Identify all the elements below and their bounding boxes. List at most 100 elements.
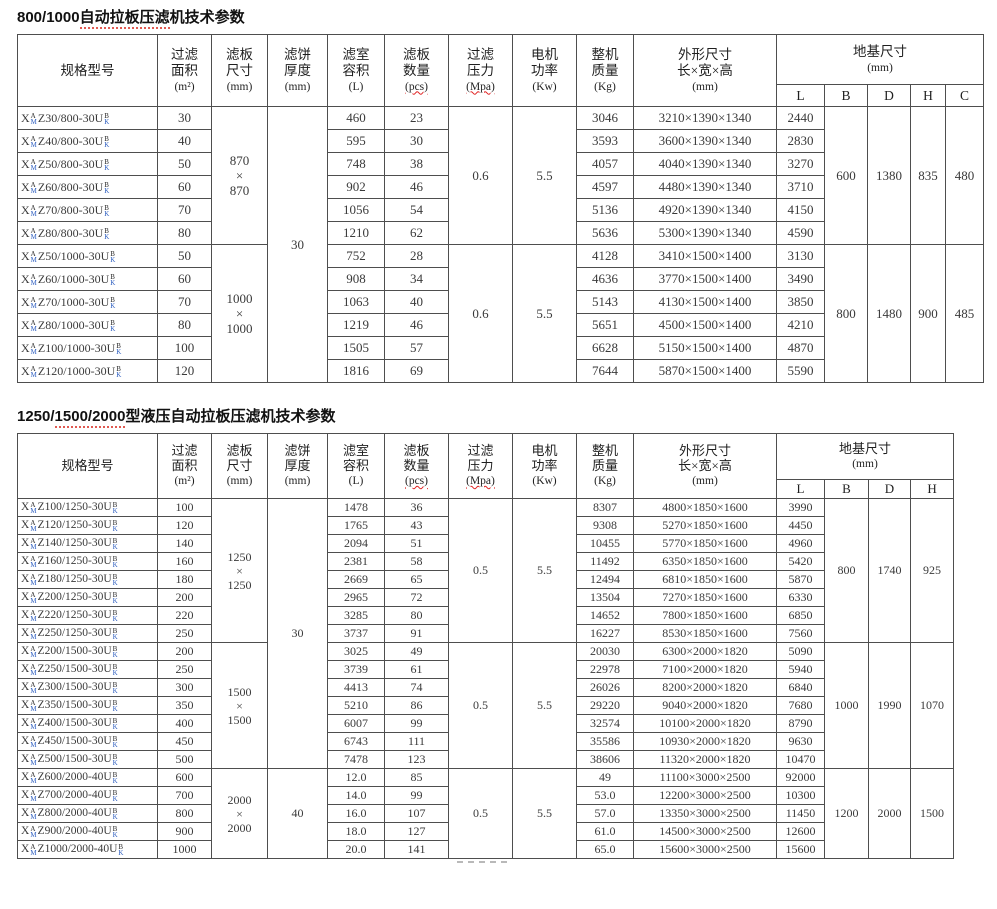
header-line: 滤室 bbox=[342, 442, 369, 458]
table-row: X A M Z450/1500-30U B K 450 6743 111 35586 10930×2… bbox=[17, 732, 954, 751]
table-row: X A M Z50/800-30U B K 50 748 38 4057 4040×1390×134… bbox=[17, 152, 984, 176]
header-line: 长×宽×高 bbox=[677, 62, 733, 78]
plate-size-line: × bbox=[235, 168, 244, 183]
column-header: 滤板 尺寸 (mm) bbox=[211, 34, 268, 107]
model-cell: X A M Z160/1250-30U B K bbox=[17, 552, 158, 571]
model-sup: A bbox=[30, 272, 36, 281]
column-header: 规格型号 bbox=[17, 433, 158, 499]
header-line: 容积 bbox=[342, 62, 370, 78]
foundation-l-cell: 4150 bbox=[776, 198, 825, 222]
overall-dims-cell: 11100×3000×2500 bbox=[633, 768, 777, 787]
table2-title: 1250/1500/2000型液压自动拉板压滤机技术参数 bbox=[17, 408, 997, 428]
filter-area-cell: 600 bbox=[157, 768, 212, 787]
machine-weight-cell: 57.0 bbox=[576, 804, 634, 823]
table-row: X A M Z200/1500-30U B K 200 1500 × 1500 3025 49 0.5 5… bbox=[17, 642, 955, 769]
column-header: 电机 功率 (Kw) bbox=[512, 433, 577, 499]
foundation-l-cell: 5940 bbox=[776, 660, 825, 679]
filter-area-cell: 60 bbox=[157, 267, 212, 291]
table-row: X A M Z70/800-30U B K 70 1056 54 5136 4920×1390×13… bbox=[17, 198, 984, 222]
model-sup: B bbox=[112, 536, 118, 545]
overall-dims-cell: 4480×1390×1340 bbox=[633, 175, 777, 199]
overall-dims-cell: 8530×1850×1600 bbox=[633, 624, 777, 643]
machine-weight-cell: 29220 bbox=[576, 696, 634, 715]
header-line: 整机 bbox=[591, 442, 618, 458]
header-line: 规格型号 bbox=[60, 62, 115, 78]
machine-weight-cell: 16227 bbox=[576, 624, 634, 643]
model-cell: X A M Z60/800-30U B K bbox=[17, 175, 158, 199]
model-sup: A bbox=[30, 698, 36, 707]
foundation-h-cell: 1070 bbox=[909, 642, 955, 769]
model-sub: M bbox=[30, 686, 37, 695]
model-sup: A bbox=[30, 295, 36, 304]
header-line: 过滤 bbox=[171, 46, 198, 62]
model-sup: B bbox=[112, 590, 118, 599]
foundation-b-cell: 800 bbox=[824, 498, 869, 643]
model-cell: X A M Z400/1500-30U B K bbox=[17, 714, 158, 733]
chamber-volume-cell: 748 bbox=[327, 152, 385, 176]
plate-size-line: 2000 bbox=[227, 792, 252, 807]
column-header: 外形尺寸 长×宽×高 (mm) bbox=[633, 34, 777, 107]
foundation-l-cell: 3850 bbox=[776, 290, 825, 314]
foundation-l-cell: 4590 bbox=[776, 221, 825, 245]
chamber-volume-cell: 1478 bbox=[327, 498, 385, 517]
header-line: (pcs) bbox=[405, 474, 428, 487]
header-row: 规格型号 过滤 面积 (m²) 滤板 尺寸 (mm) 滤饼 厚度 (mm) 滤室 容积 (L) 滤板 数量 (… bbox=[17, 34, 984, 107]
plate-count-cell: 54 bbox=[384, 198, 449, 222]
model-cell: X A M Z200/1500-30U B K bbox=[17, 642, 158, 661]
machine-weight-cell: 14652 bbox=[576, 606, 634, 625]
model-sup: B bbox=[110, 295, 115, 304]
foundation-subcolumn-header: B bbox=[824, 84, 868, 107]
motor-power-cell: 5.5 bbox=[512, 642, 577, 769]
model-sub: K bbox=[112, 668, 118, 677]
plate-size-line: 1250 bbox=[227, 577, 252, 592]
foundation-d-cell: 1480 bbox=[867, 244, 911, 383]
header-line: 面积 bbox=[171, 62, 198, 78]
table-body: X A M Z100/1250-30U B K 100 1250 × 1250 30 1478 36 0.… bbox=[17, 498, 955, 859]
plate-size-line: 1000 bbox=[226, 321, 253, 336]
model-sup: B bbox=[112, 662, 118, 671]
plate-count-cell: 40 bbox=[384, 290, 449, 314]
model-sup: B bbox=[104, 203, 109, 212]
header-line: 压力 bbox=[467, 458, 494, 474]
chamber-volume-cell: 18.0 bbox=[327, 822, 385, 841]
header-line: (mm) bbox=[226, 474, 253, 487]
plate-count-cell: 123 bbox=[384, 750, 449, 769]
model-sub: K bbox=[112, 740, 118, 749]
header-line: 功率 bbox=[531, 62, 558, 78]
filter-area-cell: 60 bbox=[157, 175, 212, 199]
model-sub: M bbox=[30, 812, 37, 821]
plate-count-cell: 111 bbox=[384, 732, 449, 751]
filter-area-cell: 120 bbox=[157, 359, 212, 383]
overall-dims-cell: 6300×2000×1820 bbox=[633, 642, 777, 661]
model-cell: X A M Z100/1250-30U B K bbox=[17, 498, 158, 517]
model-cell: X A M Z220/1250-30U B K bbox=[17, 606, 158, 625]
overall-dims-cell: 5870×1500×1400 bbox=[633, 359, 777, 383]
motor-power-cell: 5.5 bbox=[512, 244, 577, 383]
model-sup: B bbox=[112, 770, 118, 779]
column-header: 滤饼 厚度 (mm) bbox=[267, 34, 328, 107]
model-sup: B bbox=[104, 111, 109, 120]
model-sub: M bbox=[30, 740, 37, 749]
table-row: X A M Z100/1250-30U B K 100 1250 × 1250 30 1478 36 0.… bbox=[17, 498, 955, 769]
machine-weight-cell: 10455 bbox=[576, 534, 634, 553]
model-sub: K bbox=[112, 650, 118, 659]
model-sub: M bbox=[30, 347, 37, 356]
model-sup: A bbox=[30, 824, 36, 833]
foundation-l-cell: 15600 bbox=[776, 840, 825, 859]
foundation-subcolumn-header: C bbox=[945, 84, 984, 107]
foundation-c-cell: 485 bbox=[945, 244, 984, 383]
model-cell: X A M Z300/1500-30U B K bbox=[17, 678, 158, 697]
header-line: 滤板 bbox=[403, 46, 430, 62]
plate-count-cell: 62 bbox=[384, 221, 449, 245]
